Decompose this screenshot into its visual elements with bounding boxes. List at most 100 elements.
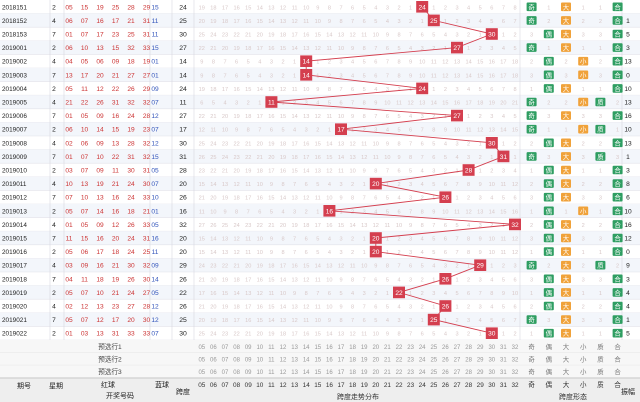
- issue-number: 2019020: [2, 304, 27, 311]
- predict-shape-label: 大: [563, 367, 570, 376]
- miss-count: 3: [467, 318, 470, 324]
- header-axis-number: 27: [453, 382, 461, 389]
- miss-count: 2: [490, 223, 493, 229]
- miss-count: 24: [222, 155, 228, 161]
- miss-count: 1: [432, 277, 435, 283]
- miss-count: 6: [444, 223, 447, 229]
- miss-count: 8: [305, 291, 308, 297]
- predict-shape-label: 质: [597, 342, 604, 351]
- shape-mark: [595, 152, 606, 161]
- miss-count: 2: [363, 128, 366, 134]
- miss-count: 22: [233, 332, 239, 338]
- miss-count: 20: [268, 155, 274, 161]
- red-ball: 13: [96, 45, 104, 52]
- span-value: 30: [179, 32, 187, 39]
- blue-ball: 05: [151, 290, 159, 297]
- predict-axis-number: 09: [245, 358, 252, 364]
- red-ball: 02: [65, 140, 73, 147]
- span-marker-label: 24: [419, 86, 427, 93]
- span-marker: [462, 164, 475, 176]
- miss-count: 7: [386, 73, 389, 79]
- miss-count: 20: [257, 141, 263, 147]
- predict-axis-number: 11: [268, 345, 275, 351]
- miss-count: 17: [291, 332, 297, 338]
- shape-mark: [612, 111, 623, 120]
- shape-mark-label: 偶: [546, 247, 552, 256]
- weekday: 4: [52, 181, 56, 188]
- predict-axis-number: 15: [314, 370, 321, 376]
- miss-count: 18: [512, 60, 518, 66]
- miss-count: 12: [257, 291, 263, 297]
- predict-shape-label: 大: [563, 355, 570, 364]
- predict-axis-number: 27: [454, 345, 461, 351]
- predict-axis-number: 32: [512, 345, 519, 351]
- red-ball: 24: [127, 236, 135, 243]
- miss-count: 16: [245, 318, 251, 324]
- miss-count: 3: [270, 60, 273, 66]
- red-ball: 06: [65, 18, 73, 25]
- miss-count: 2: [502, 264, 505, 270]
- shape-mark: [526, 2, 537, 12]
- red-ball: 10: [81, 195, 89, 202]
- miss-count: 15: [222, 291, 228, 297]
- header-axis-number: 05: [198, 382, 206, 389]
- miss-count: 16: [280, 169, 286, 175]
- miss-count: 2: [467, 277, 470, 283]
- miss-count: 10: [454, 128, 460, 134]
- miss-count: 1: [432, 87, 435, 93]
- miss-count: 12: [199, 128, 205, 134]
- shape-miss: 2: [599, 19, 602, 25]
- miss-count: 4: [467, 87, 470, 93]
- miss-count: 11: [245, 237, 251, 243]
- red-ball: 07: [81, 317, 89, 324]
- red-ball: 07: [81, 32, 89, 39]
- miss-count: 10: [257, 250, 263, 256]
- miss-count: 4: [444, 332, 447, 338]
- shape-mark-label: 大: [563, 288, 570, 297]
- span-marker: [485, 28, 498, 40]
- shape-mark-label: 奇: [528, 2, 535, 11]
- miss-count: 22: [210, 169, 216, 175]
- shape-miss: 1: [599, 46, 602, 52]
- miss-count: 2: [397, 250, 400, 256]
- red-ball: 28: [143, 304, 151, 311]
- red-ball: 32: [143, 140, 151, 147]
- shape-mark-label: 奇: [528, 98, 535, 107]
- shape-mark: [543, 192, 554, 202]
- header-shape-group: 跨度形态: [559, 392, 587, 401]
- red-ball: 07: [81, 154, 89, 161]
- shape-miss: 2: [547, 264, 550, 270]
- shape-miss: 1: [599, 87, 602, 93]
- red-ball: 31: [143, 168, 151, 175]
- shape-miss: 2: [616, 264, 619, 270]
- miss-count: 14: [291, 114, 297, 120]
- miss-count: 16: [245, 19, 251, 25]
- miss-count: 2: [374, 291, 377, 297]
- span-marker: [335, 123, 347, 135]
- miss-count: 13: [245, 291, 251, 297]
- miss-count: 15: [199, 237, 205, 243]
- miss-count: 6: [386, 114, 389, 120]
- miss-count: 4: [479, 318, 482, 324]
- miss-count: 2: [432, 46, 435, 52]
- span-marker: [416, 1, 429, 13]
- span-value: 26: [179, 276, 187, 283]
- span-value: 20: [179, 236, 187, 243]
- miss-count: 2: [328, 73, 331, 79]
- miss-count: 14: [280, 277, 286, 283]
- miss-count: 2: [397, 5, 400, 11]
- miss-count: 15: [268, 277, 274, 283]
- predict-axis-number: 20: [372, 358, 379, 364]
- miss-count: 10: [222, 128, 228, 134]
- issue-number: 2019017: [2, 263, 27, 270]
- predict-axis-number: 12: [280, 358, 287, 364]
- miss-count: 9: [409, 60, 412, 66]
- shape-miss: 3: [616, 155, 619, 161]
- shape-mark-label: 小: [580, 206, 587, 215]
- miss-count: 1: [490, 264, 493, 270]
- miss-count: 3: [305, 101, 308, 107]
- predict-axis-number: 19: [361, 345, 368, 351]
- miss-count: 6: [305, 250, 308, 256]
- miss-count: 7: [421, 155, 424, 161]
- shape-mark-label: 合: [614, 138, 621, 147]
